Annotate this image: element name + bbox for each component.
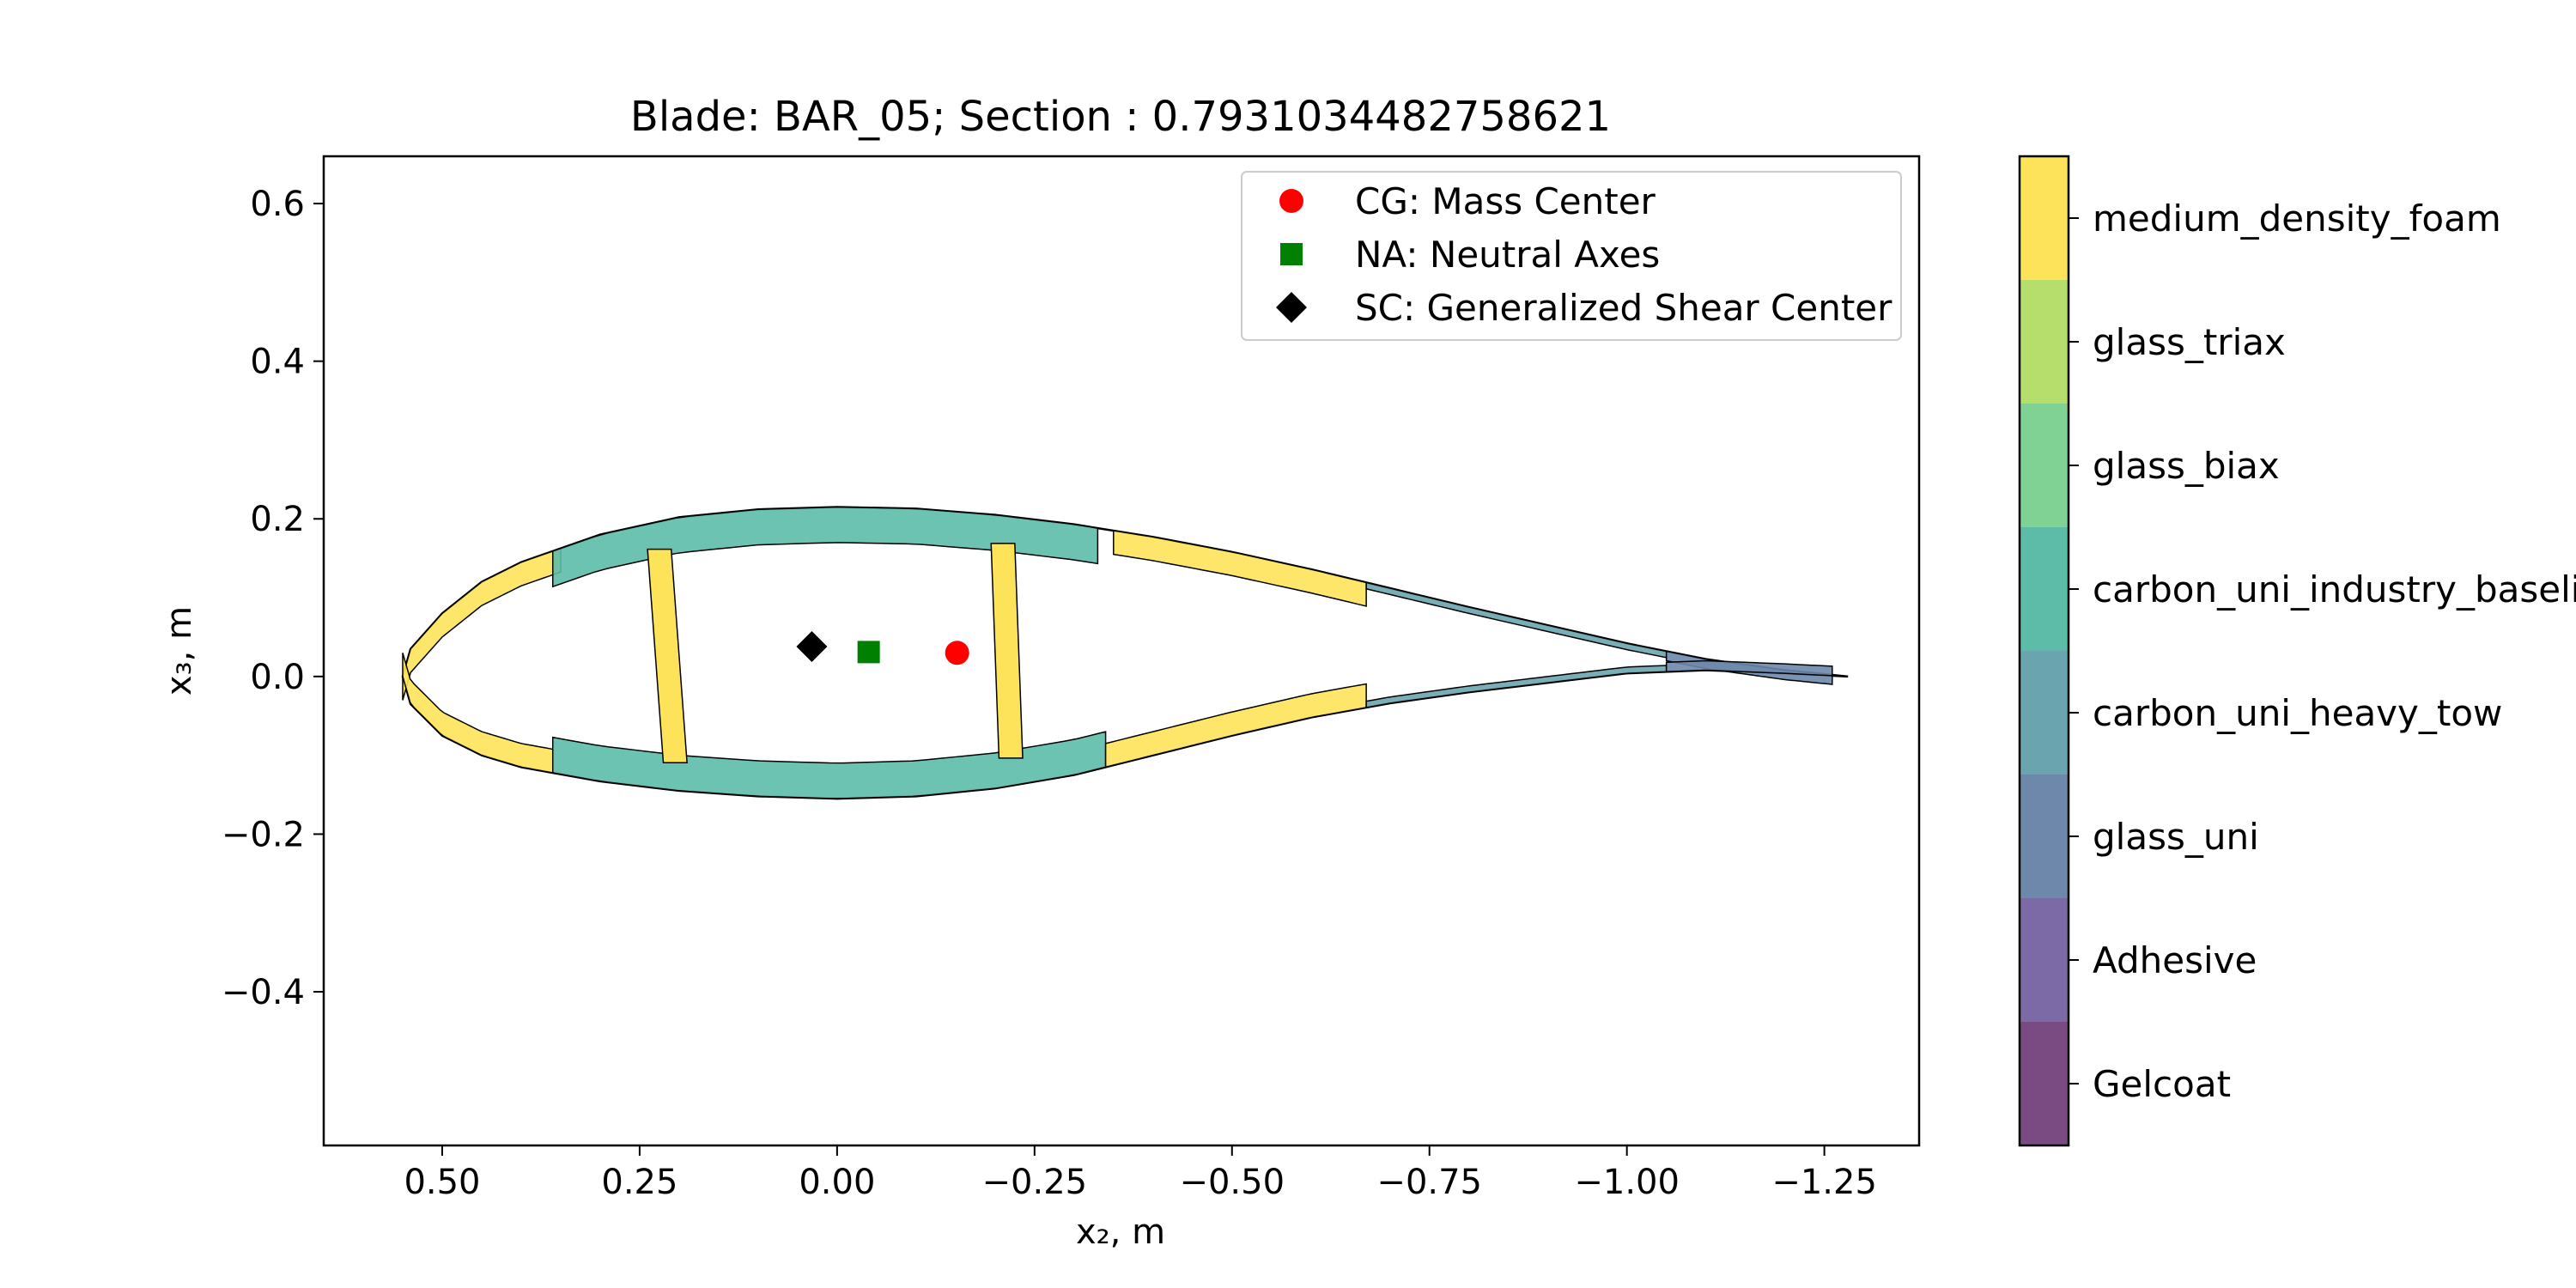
laminate-region-carbon_uni_industry_baseline [551,506,1099,588]
chart-title: Blade: BAR_05; Section : 0.7931034482758… [630,93,1611,141]
y-tick-label: 0.6 [250,185,305,224]
colorbar-label: Adhesive [2093,939,2257,981]
legend-label: SC: Generalized Shear Center [1355,287,1893,329]
y-axis-label: x₃, m [160,606,199,696]
colorbar-label: carbon_uni_industry_baseline [2093,568,2576,611]
legend-marker-cg [1279,189,1303,213]
x-tick-label: −1.25 [1771,1163,1877,1202]
x-tick-label: 0.00 [799,1163,875,1202]
colorbar-swatch [2020,404,2069,527]
plot-frame [322,155,1921,1147]
shear-web-2 [990,543,1024,759]
laminate-region-medium_density_foam [1113,530,1367,607]
y-tick-label: −0.4 [222,973,305,1012]
x-axis-label: x₂, m [1076,1212,1165,1252]
point-na [857,641,880,664]
colorbar-label: glass_triax [2093,321,2286,363]
legend-marker-na [1280,243,1303,265]
legend-box [1241,171,1902,341]
colorbar-label: glass_uni [2093,816,2259,858]
laminate-region-medium_density_foam [1104,683,1367,769]
legend-label: CG: Mass Center [1355,180,1656,222]
point-sc [796,630,828,662]
colorbar-label: medium_density_foam [2093,197,2501,240]
x-tick-label: 0.50 [404,1163,480,1202]
point-cg [945,641,969,665]
legend-marker-sc [1276,292,1307,323]
x-tick-label: −1.00 [1574,1163,1680,1202]
plot-area [401,506,1849,800]
legend-label: NA: Neutral Axes [1355,234,1660,276]
colorbar-label: carbon_uni_heavy_tow [2093,692,2502,734]
y-tick-label: −0.2 [222,815,305,854]
y-tick-label: 0.2 [250,500,305,539]
y-tick-label: 0.0 [250,658,305,697]
laminate-region-glass_uni [1665,659,1833,677]
y-axis: 0.6 0.4 0.2 0.0 −0.2 −0.4 [222,185,324,1012]
colorbar-swatch [2020,898,2069,1022]
colorbar-label: glass_biax [2093,445,2280,487]
colorbar-swatch [2020,1022,2069,1145]
x-tick-label: −0.75 [1376,1163,1482,1202]
laminate-region-carbon_uni_industry_baseline [551,731,1107,799]
colorbar-label: Gelcoat [2093,1063,2231,1105]
x-tick-label: 0.25 [601,1163,677,1202]
colorbar-swatch [2020,527,2069,651]
x-tick-label: −0.50 [1179,1163,1285,1202]
shear-web-1 [647,548,688,764]
legend: CG: Mass Center NA: Neutral Axes SC: Gener… [1241,171,1902,341]
colorbar-swatch [2020,280,2069,404]
x-axis: 0.50 0.25 0.00 −0.25 −0.50 −0.75 −1.00 −1.25 [404,1145,1877,1202]
colorbar: medium_density_foam glass_triax glass_biax… [2018,155,2576,1147]
colorbar-swatch [2020,651,2069,775]
y-tick-label: 0.4 [250,343,305,382]
colorbar-swatch [2020,775,2069,898]
colorbar-swatch [2020,156,2069,280]
x-tick-label: −0.25 [982,1163,1088,1202]
colorbar-frame [2018,155,2070,1147]
